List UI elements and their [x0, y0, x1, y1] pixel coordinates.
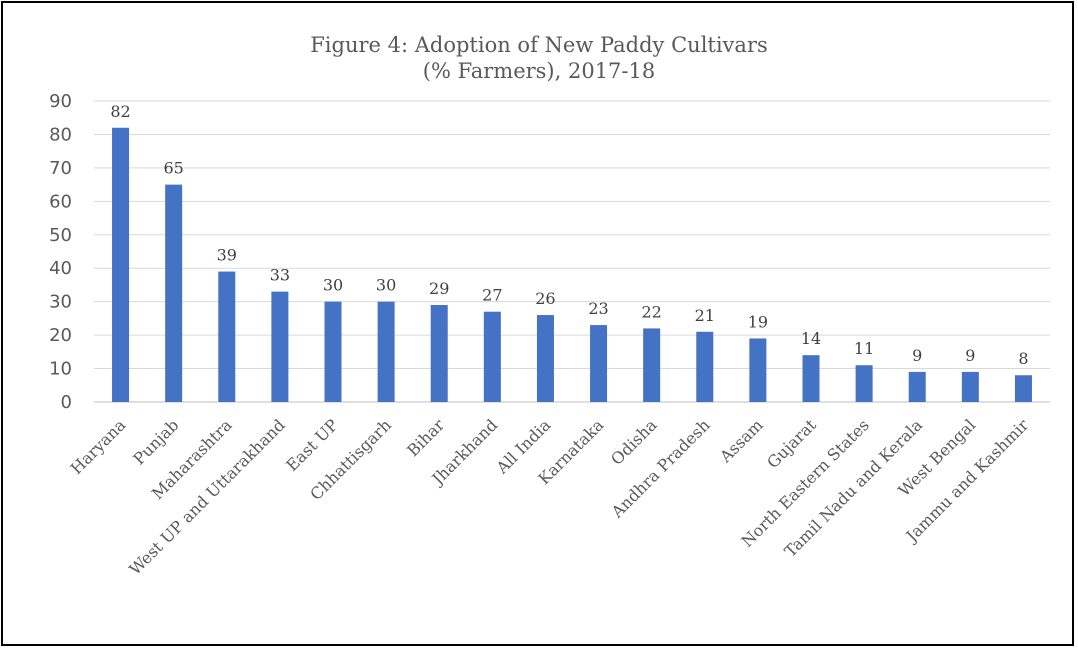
- data-label: 29: [429, 279, 449, 298]
- data-label: 9: [912, 346, 922, 365]
- data-label: 14: [801, 329, 821, 348]
- data-label: 22: [641, 302, 661, 321]
- data-label: 11: [854, 339, 874, 358]
- bar: [802, 355, 820, 402]
- bar: [908, 371, 926, 402]
- data-label: 30: [323, 276, 343, 295]
- data-label: 19: [748, 312, 768, 331]
- data-label: 23: [588, 299, 608, 318]
- data-label: 33: [270, 266, 290, 285]
- y-tick-label: 70: [49, 158, 72, 179]
- gridlines: [94, 100, 1050, 403]
- data-label: 65: [163, 159, 183, 178]
- y-tick-label: 20: [49, 325, 72, 346]
- bar: [218, 271, 236, 402]
- bar: [590, 325, 608, 402]
- bars: [112, 127, 1032, 402]
- chart-title: Figure 4: Adoption of New Paddy Cultivar…: [0, 32, 1078, 84]
- y-axis: 0 10 20 30 40 50 60 70 80 90: [49, 91, 72, 413]
- data-label: 30: [376, 276, 396, 295]
- data-label: 26: [535, 289, 555, 308]
- bar: [430, 305, 448, 402]
- bar: [324, 301, 342, 402]
- bar: [1014, 375, 1032, 402]
- x-tick-label: Assam: [715, 415, 766, 466]
- bar: [855, 365, 873, 402]
- y-tick-label: 90: [49, 91, 72, 112]
- x-tick-label: Andhra Pradesh: [607, 415, 714, 522]
- chart-title-line-2: (% Farmers), 2017-18: [422, 59, 656, 83]
- y-tick-label: 80: [49, 124, 72, 145]
- bar: [749, 338, 767, 402]
- bar: [961, 371, 979, 402]
- y-tick-label: 60: [49, 191, 72, 212]
- y-tick-label: 0: [61, 392, 72, 413]
- bar: [643, 328, 661, 402]
- data-label: 27: [482, 286, 502, 305]
- data-label: 9: [965, 346, 975, 365]
- data-label: 39: [217, 246, 237, 265]
- chart-title-line-1: Figure 4: Adoption of New Paddy Cultivar…: [310, 33, 768, 57]
- x-tick-label: Punjab: [129, 415, 182, 468]
- y-tick-label: 50: [49, 225, 72, 246]
- bar: [536, 315, 554, 402]
- data-label: 21: [695, 306, 715, 325]
- y-tick-label: 30: [49, 292, 72, 313]
- bar: [696, 331, 714, 402]
- bar: [377, 301, 395, 402]
- data-label: 8: [1018, 349, 1028, 368]
- bar: [165, 184, 183, 402]
- bar: [483, 311, 501, 402]
- y-tick-label: 10: [49, 359, 72, 380]
- data-labels: 82 65 39 33 30 30 29 27 26 23 22 21 19 14 11 9 9 8: [110, 102, 1028, 368]
- bar: [271, 291, 289, 402]
- x-tick-label: Bihar: [403, 415, 448, 460]
- x-tick-label: Odisha: [607, 415, 661, 469]
- data-label: 82: [110, 102, 130, 121]
- x-tick-label: Haryana: [67, 415, 130, 478]
- bar: [112, 127, 130, 402]
- y-tick-label: 40: [49, 258, 72, 279]
